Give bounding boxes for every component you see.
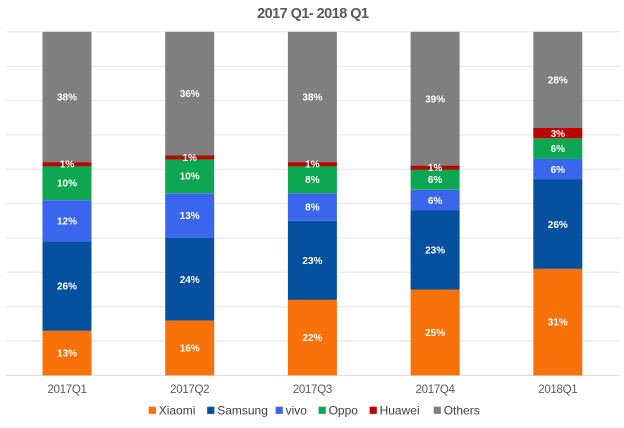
svg-text:1%: 1%: [428, 163, 443, 174]
svg-text:12%: 12%: [57, 216, 77, 227]
svg-text:13%: 13%: [180, 211, 200, 222]
svg-text:1%: 1%: [60, 160, 75, 171]
svg-text:1%: 1%: [182, 153, 197, 164]
svg-text:2017Q2: 2017Q2: [170, 384, 209, 396]
svg-text:3%: 3%: [551, 129, 566, 140]
svg-text:26%: 26%: [548, 220, 568, 231]
svg-text:2017Q3: 2017Q3: [293, 384, 332, 396]
svg-text:1%: 1%: [305, 160, 320, 171]
svg-text:Others: Others: [444, 403, 480, 417]
svg-text:24%: 24%: [180, 275, 200, 286]
svg-text:2018Q1: 2018Q1: [538, 384, 577, 396]
svg-text:26%: 26%: [57, 282, 77, 293]
svg-text:Oppo: Oppo: [329, 403, 359, 417]
svg-text:Huawei: Huawei: [380, 403, 420, 417]
svg-text:6%: 6%: [428, 175, 443, 186]
svg-text:39%: 39%: [425, 94, 445, 105]
svg-text:Xiaomi: Xiaomi: [159, 403, 196, 417]
svg-text:10%: 10%: [180, 172, 200, 183]
svg-text:22%: 22%: [302, 333, 322, 344]
svg-text:2017 Q1- 2018 Q1: 2017 Q1- 2018 Q1: [257, 6, 369, 22]
svg-text:6%: 6%: [428, 196, 443, 207]
svg-text:13%: 13%: [57, 349, 77, 360]
svg-text:28%: 28%: [548, 76, 568, 87]
svg-text:23%: 23%: [425, 246, 445, 257]
svg-text:2017Q4: 2017Q4: [416, 384, 456, 396]
svg-text:2017Q1: 2017Q1: [47, 384, 86, 396]
svg-text:31%: 31%: [548, 318, 568, 329]
svg-text:10%: 10%: [57, 179, 77, 190]
svg-text:25%: 25%: [425, 328, 445, 339]
svg-text:16%: 16%: [180, 344, 200, 355]
svg-text:38%: 38%: [302, 93, 322, 104]
svg-text:23%: 23%: [302, 256, 322, 267]
svg-text:Samsung: Samsung: [217, 403, 268, 417]
svg-text:6%: 6%: [551, 144, 566, 155]
svg-text:6%: 6%: [551, 165, 566, 176]
svg-text:38%: 38%: [57, 93, 77, 104]
svg-text:8%: 8%: [305, 203, 320, 214]
svg-text:8%: 8%: [305, 175, 320, 186]
svg-text:36%: 36%: [180, 89, 200, 100]
svg-text:vivo: vivo: [286, 403, 308, 417]
